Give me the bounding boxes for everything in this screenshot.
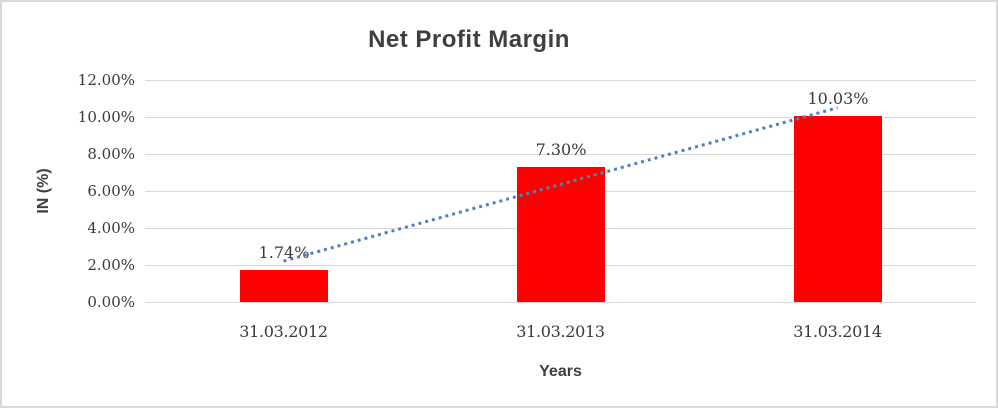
y-axis-tick-labels: 0.00% 2.00% 4.00% 6.00% 8.00% 10.00% 12.00% — [2, 2, 135, 406]
bar-31.03.2013 — [517, 167, 605, 302]
plot-area: 1.74% 7.30% 10.03% — [145, 80, 976, 303]
gridline — [145, 302, 976, 303]
bar-31.03.2012 — [240, 270, 328, 302]
trendline — [283, 106, 838, 263]
y-tick-label: 2.00% — [87, 256, 135, 274]
bar-31.03.2014 — [794, 116, 882, 302]
gridline — [145, 154, 976, 155]
x-tick-label: 31.03.2014 — [793, 322, 882, 341]
y-tick-label: 6.00% — [87, 182, 135, 200]
x-axis-title: Years — [539, 363, 582, 380]
y-tick-label: 0.00% — [87, 293, 135, 311]
gridline — [145, 80, 976, 81]
y-tick-label: 10.00% — [77, 108, 135, 126]
chart-title: Net Profit Margin — [368, 26, 570, 53]
bar-data-label: 7.30% — [535, 140, 587, 159]
y-tick-label: 8.00% — [87, 145, 135, 163]
bar-data-label: 10.03% — [807, 89, 869, 108]
x-tick-label: 31.03.2013 — [516, 322, 605, 341]
y-tick-label: 4.00% — [87, 219, 135, 237]
x-axis-tick-labels: 31.03.2012 31.03.2013 31.03.2014 — [145, 322, 976, 341]
x-tick-label: 31.03.2012 — [239, 322, 328, 341]
bar-data-label: 1.74% — [258, 243, 310, 262]
gridline — [145, 117, 976, 118]
y-tick-label: 12.00% — [77, 71, 135, 89]
